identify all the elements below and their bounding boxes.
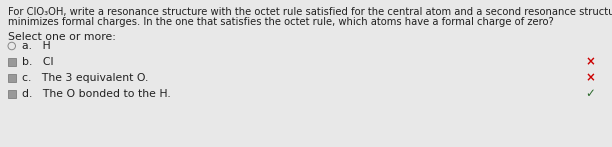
FancyBboxPatch shape <box>8 90 15 98</box>
Text: b.   Cl: b. Cl <box>22 57 53 67</box>
Text: c.   The 3 equivalent O.: c. The 3 equivalent O. <box>22 73 148 83</box>
Text: a.   H: a. H <box>22 41 51 51</box>
FancyBboxPatch shape <box>8 58 15 66</box>
Text: ✓: ✓ <box>585 87 595 101</box>
Text: For ClO₃OH, write a resonance structure with the octet rule satisfied for the ce: For ClO₃OH, write a resonance structure … <box>8 7 612 17</box>
Text: minimizes formal charges. In the one that satisfies the octet rule, which atoms : minimizes formal charges. In the one tha… <box>8 17 554 27</box>
Text: Select one or more:: Select one or more: <box>8 32 116 42</box>
FancyBboxPatch shape <box>8 74 15 82</box>
Text: ×: × <box>585 56 595 69</box>
Circle shape <box>8 42 15 50</box>
Text: ×: × <box>585 71 595 85</box>
Text: d.   The O bonded to the H.: d. The O bonded to the H. <box>22 89 171 99</box>
